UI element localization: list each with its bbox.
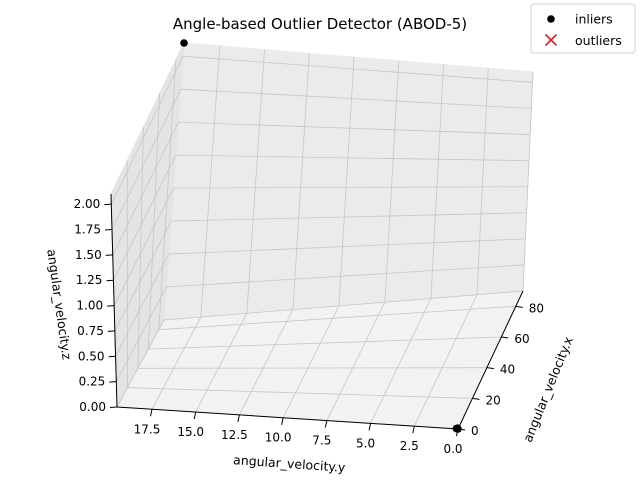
data-points <box>180 39 462 433</box>
y-axis-line <box>116 406 459 430</box>
y-grid-floor-3 <box>282 305 340 418</box>
y-tick-mark <box>237 414 240 423</box>
z-tick-label: 1.25 <box>76 273 103 287</box>
y-tick-mark <box>324 420 328 428</box>
legend-marker-outliers <box>544 33 558 47</box>
y-grid-floor-5 <box>370 298 432 424</box>
z-tick-mark <box>107 330 115 332</box>
z-grid-x-wall-3 <box>171 212 527 222</box>
y-axis-label: angular_velocity.y <box>233 452 347 475</box>
x-tick-label: 20 <box>485 393 500 407</box>
z-tick-mark <box>107 305 115 307</box>
z-grid-x-wall-1 <box>166 264 525 288</box>
y-tick-label: 7.5 <box>312 434 331 448</box>
y-tick-label: 17.5 <box>134 422 161 436</box>
y-tick-mark <box>193 411 197 420</box>
x-tick-label: 80 <box>529 301 544 315</box>
z-grid-x-wall-2 <box>168 238 526 255</box>
y-tick-mark <box>149 409 153 417</box>
inlier-point <box>180 39 188 47</box>
y-tick-label: 15.0 <box>177 425 204 439</box>
x-tick-mark <box>501 336 509 339</box>
y-tick-mark <box>368 423 372 431</box>
y-grid-floor-4 <box>326 301 386 421</box>
z-grid-x-wall-7 <box>180 88 532 109</box>
z-tick-label: 1.50 <box>75 248 102 262</box>
z-tick-mark <box>108 355 116 358</box>
z-tick-mark <box>105 254 113 256</box>
z-grid-y-wall-3 <box>114 220 172 332</box>
z-tick-label: 2.00 <box>74 197 101 211</box>
z-tick-label: 0.25 <box>79 375 106 389</box>
z-tick-label: 1.00 <box>76 299 103 313</box>
y-tick-mark <box>281 417 284 425</box>
x-tick-mark <box>515 305 523 308</box>
z-grid-x-wall-5 <box>175 154 529 162</box>
z-tick-mark <box>104 229 113 231</box>
z-grid-x-wall-4 <box>173 186 528 189</box>
y-grid-floor-2 <box>239 309 294 416</box>
z-tick-label: 1.75 <box>74 223 101 237</box>
x-grid-floor-1 <box>127 387 473 399</box>
z-axis-label: angular_velocity.z <box>44 248 74 361</box>
x-axis-line <box>457 290 524 430</box>
z-grid-y-wall-0 <box>116 319 165 408</box>
legend-box <box>530 3 636 54</box>
z-grid-y-wall-7 <box>111 88 182 230</box>
z-grid-x-wall-8 <box>183 55 533 83</box>
inlier-point <box>452 424 461 433</box>
z-grid-y-wall-2 <box>115 253 170 357</box>
z-tick-mark <box>106 279 114 282</box>
x-tick-label: 60 <box>514 332 529 346</box>
x-grid-floor-3 <box>148 336 502 350</box>
z-tick-label: 0.00 <box>79 400 106 414</box>
y-tick-label: 12.5 <box>221 428 248 442</box>
legend-marker-inliers <box>547 15 555 23</box>
z-tick-label: 0.75 <box>77 324 104 338</box>
x-grid-floor-2 <box>137 367 487 369</box>
y-tick-label: 0.0 <box>443 442 462 456</box>
z-grid-x-wall-0 <box>163 290 524 321</box>
legend-label-inliers: inliers <box>575 12 613 27</box>
x-tick-mark <box>486 367 494 370</box>
y-grid-floor-0 <box>151 316 202 410</box>
z-tick-mark <box>109 381 117 383</box>
z-grid-y-wall-8 <box>110 56 184 205</box>
z-axis-ticks: 0.00 0.25 0.50 0.75 1.00 1.25 1.50 1.75 2.00 <box>74 197 118 414</box>
z-tick-label: 0.50 <box>78 349 105 363</box>
y-axis-ticks: 17.5 15.0 12.5 10.0 7.5 5.0 2.5 0.0 <box>134 409 463 456</box>
z-grid-y-wall-1 <box>115 286 167 382</box>
axis-panes <box>110 42 534 430</box>
x-tick-label: 0 <box>471 424 479 438</box>
x-tick-mark <box>472 397 480 400</box>
x-axis-ticks: 0 20 40 60 80 <box>457 301 544 438</box>
chart-title: Angle-based Outlier Detector (ABOD-5) <box>173 15 467 33</box>
z-tick-mark <box>109 406 118 408</box>
y-grid-floor-6 <box>413 294 478 427</box>
y-tick-label: 5.0 <box>356 436 375 450</box>
y-grid-floor-1 <box>195 313 248 413</box>
x-tick-label: 40 <box>500 363 515 377</box>
z-tick-mark <box>104 203 112 206</box>
y-tick-label: 10.0 <box>265 431 292 445</box>
grid-lines <box>110 45 534 430</box>
z-grid-y-wall-5 <box>113 154 177 281</box>
z-grid-x-wall-6 <box>178 121 531 135</box>
legend: inliers outliers <box>530 3 636 54</box>
z-grid-y-wall-6 <box>112 121 179 256</box>
y-tick-mark <box>412 426 415 434</box>
x-grid-floor-4 <box>158 305 516 331</box>
legend-label-outliers: outliers <box>575 33 622 48</box>
z-grid-y-wall-4 <box>113 187 174 306</box>
y-tick-label: 2.5 <box>400 439 419 453</box>
x-axis-label: angular_velocity.x <box>520 334 576 444</box>
